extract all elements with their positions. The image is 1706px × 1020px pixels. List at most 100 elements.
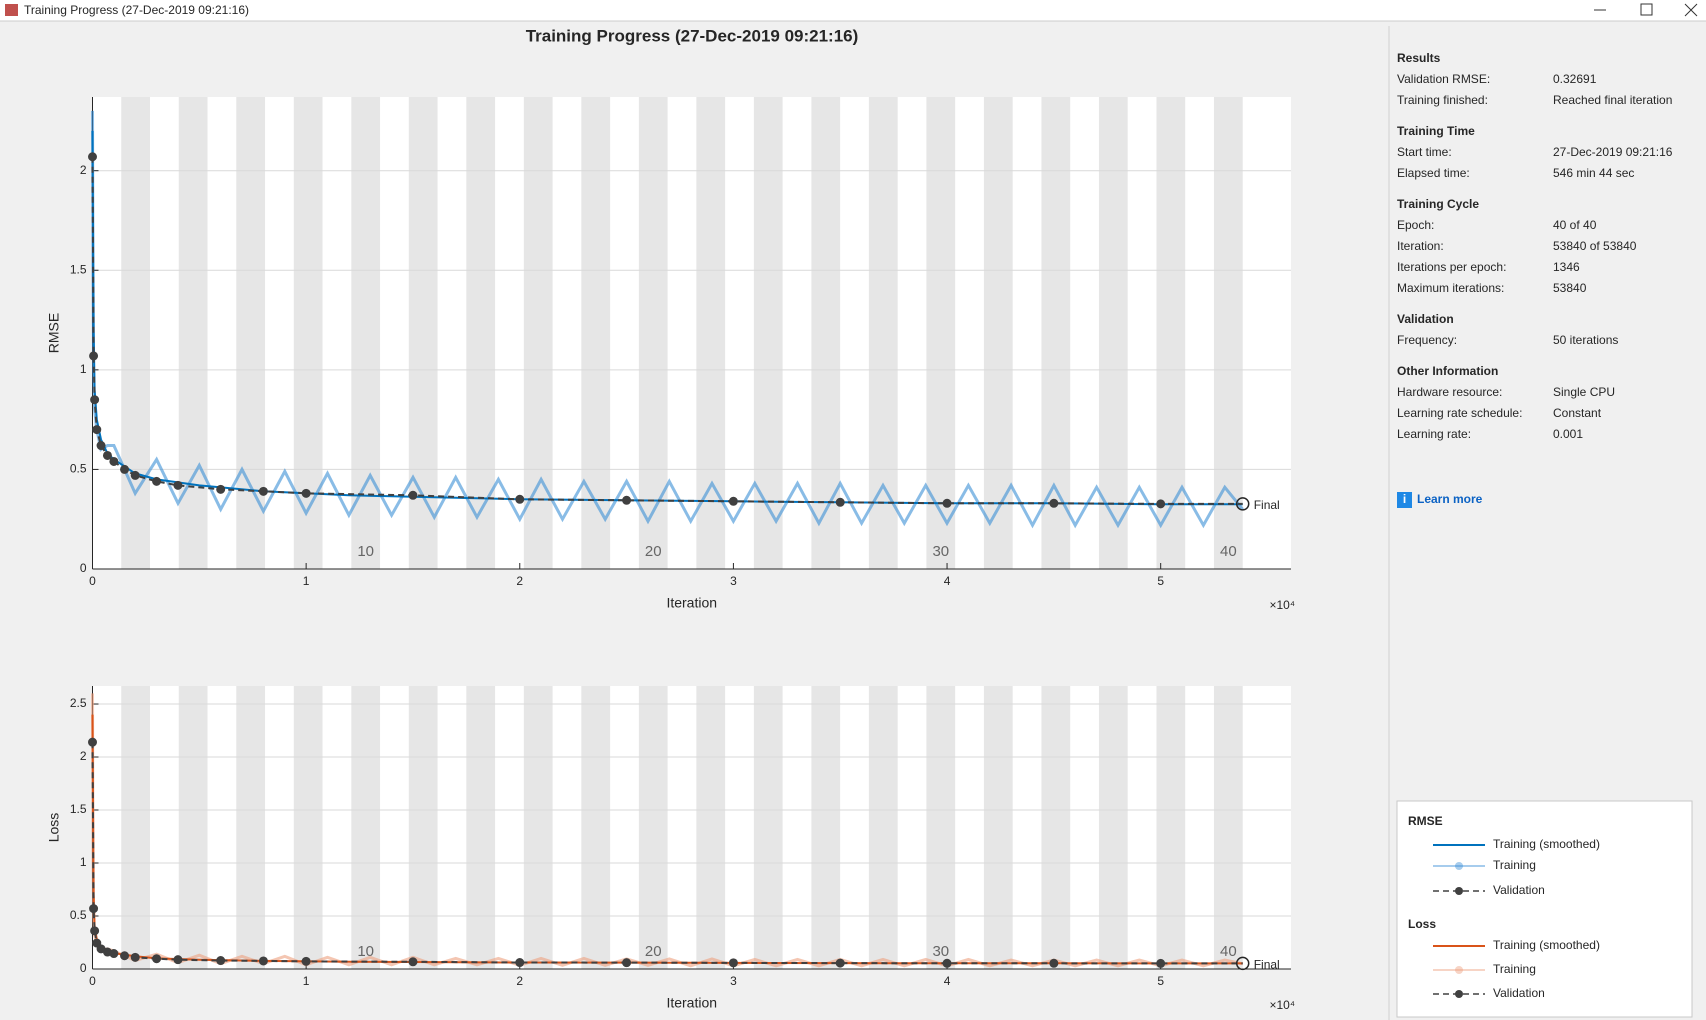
info-label: Frequency: xyxy=(1397,333,1457,347)
x-tick-label: 5 xyxy=(1157,574,1164,588)
info-icon-glyph: i xyxy=(1403,492,1406,506)
legend-label: Training (smoothed) xyxy=(1493,938,1600,952)
plot-area xyxy=(92,686,1291,969)
validation-point xyxy=(109,949,119,959)
epoch-band xyxy=(351,97,381,569)
legend-swatch-marker xyxy=(1455,862,1463,870)
info-label: Hardware resource: xyxy=(1397,385,1502,399)
validation-point xyxy=(942,498,952,508)
epoch-band xyxy=(236,686,266,969)
epoch-band xyxy=(121,686,151,969)
y-tick-label: 1.5 xyxy=(70,802,87,816)
validation-point xyxy=(88,152,97,162)
validation-point xyxy=(130,952,140,962)
epoch-band xyxy=(983,97,1013,569)
chart-title: Training Progress (27-Dec-2019 09:21:16) xyxy=(526,26,859,45)
info-value: Constant xyxy=(1553,406,1602,420)
epoch-label: 30 xyxy=(932,943,949,960)
validation-point xyxy=(258,956,268,966)
y-tick-label: 2.5 xyxy=(70,696,87,710)
epoch-band xyxy=(466,686,496,969)
info-value: 0.32691 xyxy=(1553,72,1597,86)
validation-point xyxy=(216,484,226,494)
epoch-band xyxy=(523,97,553,569)
epoch-label: 20 xyxy=(645,543,662,560)
epoch-band xyxy=(811,97,841,569)
validation-point xyxy=(90,395,100,405)
validation-point xyxy=(728,958,738,968)
x-axis-label: Iteration xyxy=(666,995,717,1011)
epoch-band xyxy=(178,97,208,569)
validation-point xyxy=(728,496,738,506)
epoch-label: 10 xyxy=(357,943,374,960)
final-marker xyxy=(1235,497,1250,511)
validation-point xyxy=(216,956,226,966)
validation-point xyxy=(88,737,97,747)
window-title: Training Progress (27-Dec-2019 09:21:16) xyxy=(24,3,249,17)
x-tick-label: 2 xyxy=(516,974,523,988)
epoch-band xyxy=(868,686,898,969)
validation-point xyxy=(1156,958,1166,968)
epoch-band xyxy=(1156,97,1186,569)
validation-point xyxy=(120,951,130,961)
validation-point xyxy=(96,441,106,451)
validation-point xyxy=(89,904,99,914)
legend-swatch-marker xyxy=(1455,966,1463,974)
validation-point xyxy=(515,494,525,504)
validation-point xyxy=(1156,499,1166,509)
info-value: 546 min 44 sec xyxy=(1553,166,1634,180)
x-exponent-label: ×10⁴ xyxy=(1269,598,1295,612)
plot-area xyxy=(92,97,1291,569)
epoch-band xyxy=(408,686,438,969)
info-value: Single CPU xyxy=(1553,385,1615,399)
section-heading: Training Time xyxy=(1397,124,1475,138)
x-tick-label: 1 xyxy=(303,974,310,988)
epoch-band xyxy=(408,97,438,569)
x-tick-label: 0 xyxy=(89,574,96,588)
info-value: 53840 of 53840 xyxy=(1553,239,1637,253)
validation-point xyxy=(301,488,311,498)
section-heading: Validation xyxy=(1397,312,1454,326)
x-tick-label: 3 xyxy=(730,574,737,588)
epoch-band xyxy=(581,97,611,569)
info-label: Epoch: xyxy=(1397,218,1434,232)
epoch-band xyxy=(638,97,668,569)
epoch-label: 10 xyxy=(357,543,374,560)
epoch-band xyxy=(926,97,956,569)
info-value: 0.001 xyxy=(1553,427,1583,441)
epoch-band xyxy=(753,686,783,969)
info-label: Iteration: xyxy=(1397,239,1444,253)
epoch-band xyxy=(351,686,381,969)
validation-point xyxy=(408,490,418,500)
learn-more-link[interactable]: Learn more xyxy=(1417,492,1483,506)
y-tick-label: 0.5 xyxy=(70,462,87,476)
validation-point xyxy=(152,476,162,486)
epoch-band xyxy=(466,97,496,569)
maximize-button[interactable] xyxy=(1640,3,1653,16)
app-icon xyxy=(5,4,18,16)
epoch-band xyxy=(1098,686,1128,969)
epoch-label: 40 xyxy=(1220,543,1237,560)
x-axis-label: Iteration xyxy=(666,595,717,611)
info-label: Learning rate schedule: xyxy=(1397,406,1522,420)
validation-point xyxy=(258,486,268,496)
epoch-band xyxy=(638,686,668,969)
x-exponent-label: ×10⁴ xyxy=(1269,998,1295,1012)
y-axis-label: Loss xyxy=(46,813,62,843)
epoch-label: 20 xyxy=(645,943,662,960)
close-button[interactable] xyxy=(1684,3,1698,17)
section-heading: Training Cycle xyxy=(1397,197,1479,211)
info-value: 50 iterations xyxy=(1553,333,1618,347)
validation-point xyxy=(1049,958,1059,968)
epoch-band xyxy=(1213,686,1243,969)
y-tick-label: 2 xyxy=(80,749,87,763)
final-annotation: Final xyxy=(1254,498,1280,512)
info-value: Reached final iteration xyxy=(1553,93,1672,107)
legend-box xyxy=(1396,800,1693,1018)
epoch-band xyxy=(293,686,323,969)
validation-point xyxy=(835,958,845,968)
x-tick-label: 2 xyxy=(516,574,523,588)
y-tick-label: 0 xyxy=(80,961,87,975)
epoch-band xyxy=(1156,686,1186,969)
